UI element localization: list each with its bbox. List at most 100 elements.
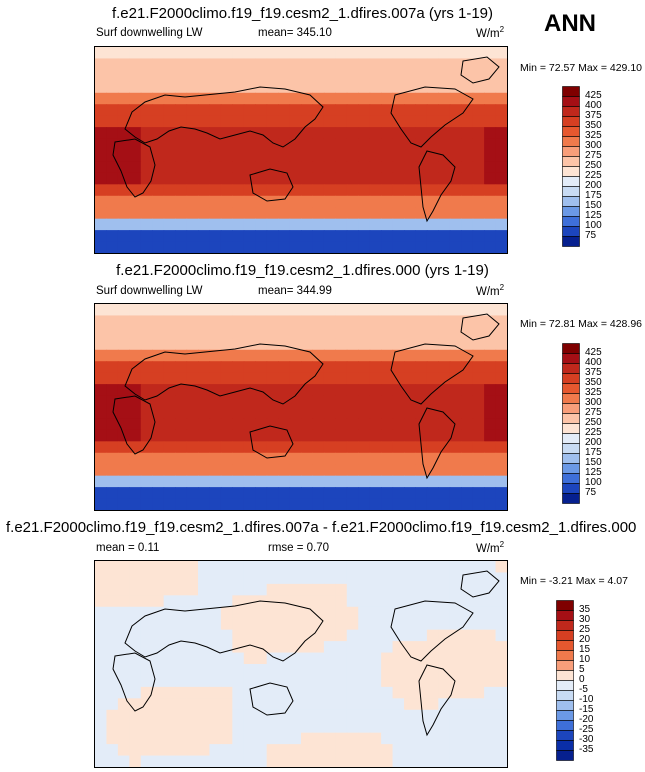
map-cell [255, 230, 268, 243]
colorbar-swatch [562, 453, 580, 464]
map-cell [175, 92, 188, 105]
map-cell [129, 595, 142, 608]
map-cell [358, 732, 371, 745]
map-cell [346, 69, 359, 82]
map-cell [484, 652, 497, 665]
map-cell [484, 372, 497, 385]
map-cell [404, 464, 417, 477]
map-cell [404, 315, 417, 328]
map-cell [472, 172, 485, 185]
colorbar-swatch [562, 393, 580, 404]
map-cell [381, 606, 394, 619]
map-cell [312, 572, 325, 585]
map-cell [358, 629, 371, 642]
map-cell [186, 92, 199, 105]
map-cell [495, 744, 507, 757]
colorbar-tick-label: -25 [579, 724, 594, 735]
map-cell [278, 207, 291, 220]
map-cell [278, 429, 291, 442]
map-cell [449, 721, 462, 734]
map-cell [392, 138, 405, 151]
map-cell [152, 304, 165, 317]
map-cell [95, 429, 108, 442]
map-cell [438, 69, 451, 82]
map-cell [323, 452, 336, 465]
map-cell [392, 207, 405, 220]
map-cell [495, 47, 507, 60]
map-cell [198, 104, 211, 117]
map-cell [392, 498, 405, 510]
map-cell [415, 161, 428, 174]
map-cell [209, 58, 222, 71]
colorbar-tick-label: 75 [585, 487, 597, 498]
map-cell [495, 498, 507, 510]
map-cell [301, 58, 314, 71]
map-cell [495, 372, 507, 385]
map-cell [278, 686, 291, 699]
map-cell [220, 686, 233, 699]
map-cell [301, 464, 314, 477]
map-cell [117, 618, 130, 631]
map-cell [255, 349, 268, 362]
map-cell [129, 475, 142, 488]
map-cell [232, 498, 245, 510]
map-cell [152, 395, 165, 408]
map-cell [301, 150, 314, 163]
map-cell [301, 709, 314, 722]
map-cell [312, 583, 325, 596]
map-cell [186, 207, 199, 220]
map-cell [312, 69, 325, 82]
map-cell [381, 104, 394, 117]
map-cell [106, 150, 119, 163]
map-cell [198, 561, 211, 574]
map-cell [312, 407, 325, 420]
map-cell [415, 338, 428, 351]
map-cell [163, 755, 176, 767]
map-cell [289, 675, 302, 688]
colorbar-tick-label: 400 [585, 100, 602, 111]
map-cell [438, 361, 451, 374]
map-cell [346, 315, 359, 328]
map-cell [346, 606, 359, 619]
map-cell [129, 641, 142, 654]
map-cell [346, 641, 359, 654]
map-cell [369, 195, 382, 208]
map-cell [152, 441, 165, 454]
map-cell [152, 150, 165, 163]
map-cell [175, 606, 188, 619]
map-cell [358, 572, 371, 585]
map-cell [426, 184, 439, 197]
map-cell [301, 618, 314, 631]
map-cell [232, 372, 245, 385]
map-cell [404, 207, 417, 220]
map-cell [278, 464, 291, 477]
map-cell [232, 561, 245, 574]
map-cell [472, 464, 485, 477]
map-cell [266, 606, 279, 619]
map-cell [243, 115, 256, 128]
map-cell [175, 641, 188, 654]
map-cell [404, 606, 417, 619]
coastline [418, 664, 456, 737]
coastline [418, 150, 456, 223]
map-cell [175, 230, 188, 243]
map-cell [484, 572, 497, 585]
map-cell [301, 629, 314, 642]
map-cell [198, 595, 211, 608]
map-cell [404, 81, 417, 94]
map-cell [198, 498, 211, 510]
map-cell [266, 429, 279, 442]
map-cell [278, 361, 291, 374]
map-cell [323, 138, 336, 151]
map-cell [198, 641, 211, 654]
map-cell [232, 675, 245, 688]
map-cell [209, 195, 222, 208]
map-cell [209, 561, 222, 574]
map-cell [278, 195, 291, 208]
map-cell [95, 595, 108, 608]
map-cell [369, 395, 382, 408]
map-cell [415, 686, 428, 699]
map-cell [404, 429, 417, 442]
map-cell [323, 441, 336, 454]
map-cell [289, 230, 302, 243]
